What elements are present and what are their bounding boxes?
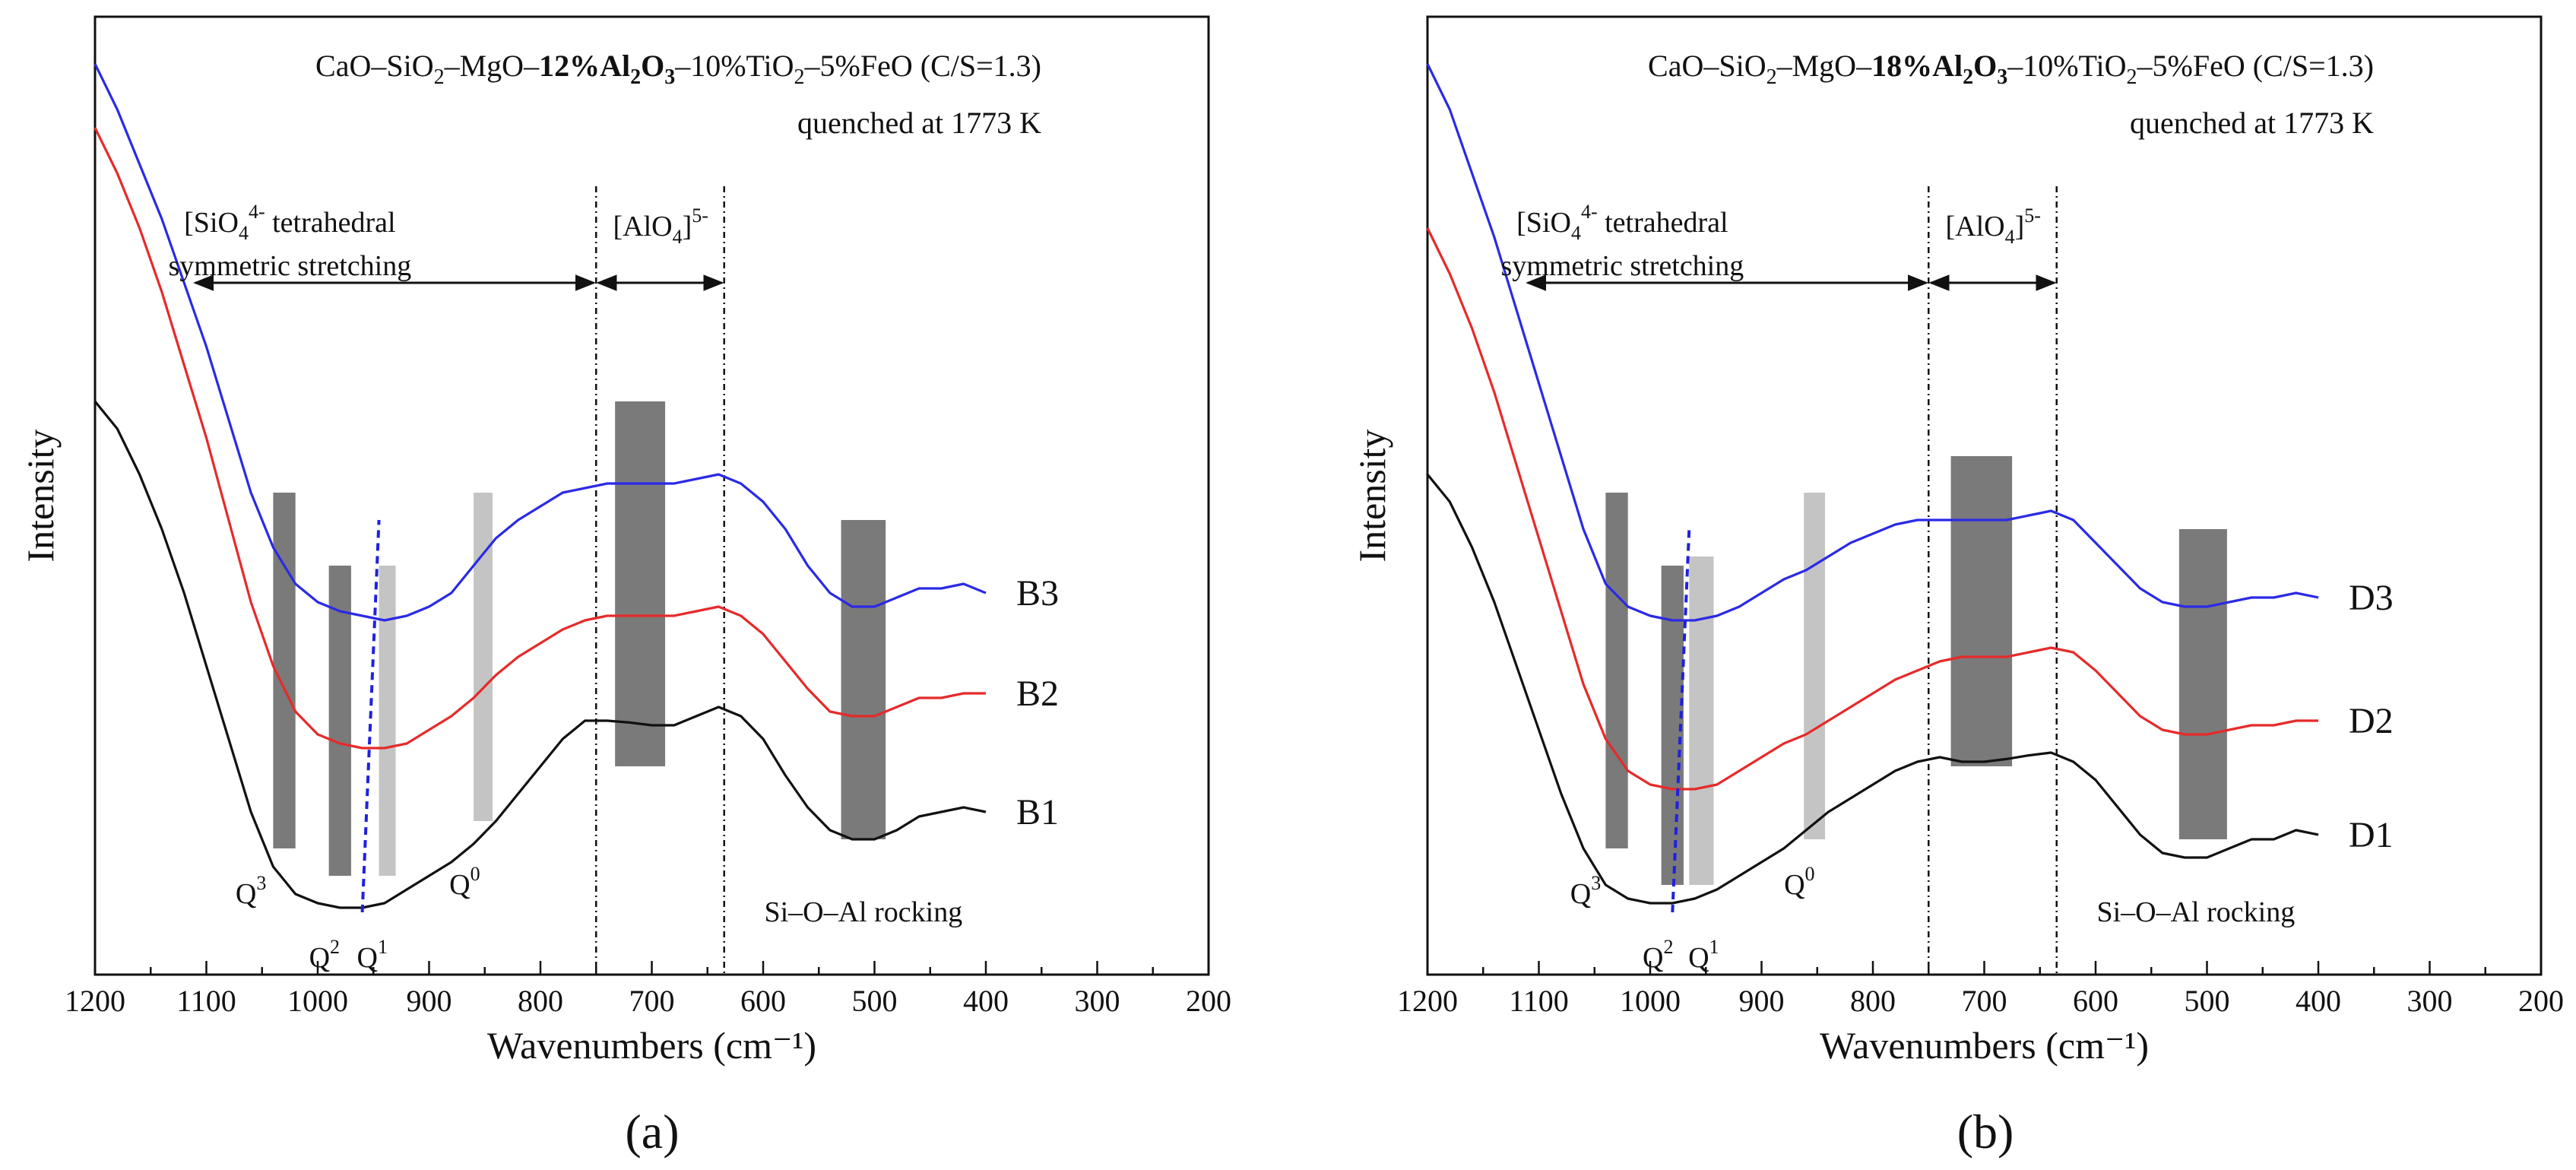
x-tick-label: 400: [2296, 984, 2341, 1018]
x-tick-label: 1000: [287, 984, 348, 1018]
x-tick-label: 400: [963, 984, 1009, 1018]
q-label-1: Q1: [1688, 936, 1719, 974]
x-tick-label: 200: [1186, 984, 1231, 1018]
chart-title: CaO–SiO2–MgO–12%Al2O3–10%TiO2–5%FeO (C/S…: [315, 49, 1041, 89]
x-tick-label: 200: [2518, 984, 2564, 1018]
x-tick-label: 800: [518, 984, 563, 1018]
alo4-annotation: [AlO4]5-: [1946, 205, 2041, 248]
q-label-2: Q2: [1643, 936, 1673, 974]
y-axis-label: Intensity: [1351, 430, 1393, 563]
series-line-d3: [1426, 63, 2319, 622]
series-label-d1: D1: [2349, 815, 2394, 855]
alo4-annotation: [AlO4]5-: [613, 205, 708, 248]
series-label-d3: D3: [2349, 578, 2394, 618]
chart-panel-b: D3 D2 D1 1200 1100 1000 900 800 700 600 500 400 300 2…: [1351, 15, 2564, 1159]
sio4-annotation-line2: symmetric stretching: [168, 250, 411, 282]
x-tick-label: 1200: [65, 984, 125, 1018]
sio4-annotation-line2: symmetric stretching: [1500, 250, 1744, 282]
quench-text: quenched at 1773 K: [797, 106, 1041, 140]
x-tick-label: 500: [852, 984, 898, 1018]
sio4-annotation: [SiO44- tetrahedral: [184, 201, 395, 244]
quench-text: quenched at 1773 K: [2130, 106, 2374, 140]
series-line-b3: [93, 63, 987, 622]
band-bar-3: [379, 566, 396, 876]
x-tick-label: 1000: [1620, 984, 1681, 1018]
q-label-0: Q0: [1784, 863, 1814, 901]
x-tick-label: 900: [407, 984, 452, 1018]
band-bar-3: [1689, 556, 1714, 885]
band-bar-6: [2178, 529, 2227, 839]
band-bar-6: [841, 520, 886, 839]
x-tick-label: 700: [1962, 984, 2007, 1018]
series-label-d2: D2: [2349, 701, 2394, 741]
q-label-2: Q2: [309, 936, 340, 974]
x-tick-label: 900: [1739, 984, 1785, 1018]
band-bar-4: [474, 493, 493, 821]
series-line-b2: [93, 127, 986, 750]
x-tick-label: 1100: [1509, 984, 1569, 1018]
series-label-b1: B1: [1016, 792, 1059, 832]
rocking-annotation: Si–O–Al rocking: [2096, 896, 2295, 928]
x-tick-label: 300: [1075, 984, 1120, 1018]
x-tick-label: 500: [2185, 984, 2230, 1018]
x-tick-label: 1100: [176, 984, 236, 1018]
band-bar-1: [1605, 493, 1628, 848]
x-axis-label: Wavenumbers (cm⁻¹): [1820, 1024, 2149, 1067]
x-tick-label: 1200: [1397, 984, 1458, 1018]
q-label-3: Q3: [1570, 872, 1601, 910]
panel-label: (a): [625, 1105, 679, 1159]
dashed-trend-line: [360, 519, 381, 913]
x-tick-label: 600: [2073, 984, 2118, 1018]
series-label-b3: B3: [1016, 573, 1059, 614]
series-line-b1: [93, 400, 987, 909]
y-axis-label: Intensity: [19, 430, 62, 563]
band-bar-5: [1950, 456, 2013, 766]
band-bar-2: [328, 566, 351, 876]
x-tick-label: 600: [740, 984, 786, 1018]
band-bar-4: [1804, 493, 1826, 839]
q-label-0: Q0: [449, 863, 480, 901]
rocking-annotation: Si–O–Al rocking: [764, 896, 962, 928]
x-tick-label: 700: [629, 984, 675, 1018]
chart-title: CaO–SiO2–MgO–18%Al2O3–10%TiO2–5%FeO (C/S…: [1648, 49, 2374, 89]
x-axis-label: Wavenumbers (cm⁻¹): [487, 1024, 816, 1067]
q-label-3: Q3: [236, 872, 266, 910]
q-label-1: Q1: [357, 936, 388, 974]
series-label-b2: B2: [1016, 674, 1059, 714]
chart-panel-a: B3 B2 B1 1200 1100 1000 900 800 700 600 500 400 300 2…: [19, 15, 1231, 1159]
x-tick-label: 300: [2407, 984, 2453, 1018]
panel-label: (b): [1957, 1105, 2014, 1159]
sio4-annotation: [SiO44- tetrahedral: [1516, 201, 1728, 244]
x-tick-label: 800: [1850, 984, 1896, 1018]
band-bar-5: [615, 401, 666, 766]
series-line-d2: [1426, 227, 2318, 791]
series-line-d1: [1426, 473, 2319, 905]
